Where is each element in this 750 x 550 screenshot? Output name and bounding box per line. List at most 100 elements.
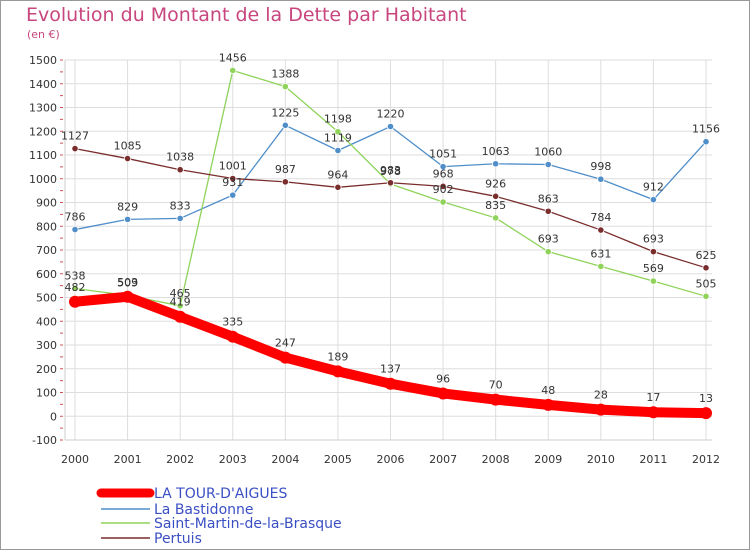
data-label: 1220	[377, 108, 405, 121]
data-point	[489, 393, 502, 406]
data-point	[647, 406, 660, 419]
data-label: 829	[117, 200, 138, 213]
x-tick-label: 2009	[534, 453, 562, 466]
x-tick-label: 2004	[271, 453, 299, 466]
data-point	[334, 128, 342, 136]
data-label: 968	[433, 167, 454, 180]
data-point	[176, 302, 184, 310]
data-point	[597, 262, 605, 270]
data-label: 1085	[114, 140, 142, 153]
data-label: 912	[643, 181, 664, 194]
data-label: 13	[699, 392, 713, 405]
x-tick-label: 2010	[587, 453, 615, 466]
data-point	[594, 403, 607, 416]
y-tick-label: 800	[36, 220, 57, 233]
data-point	[334, 183, 342, 191]
data-label: 70	[489, 379, 503, 392]
data-point	[702, 292, 710, 300]
axes: -100 0 100 200 300 400 500 600 700 800 900 1000 1100…	[29, 54, 720, 466]
data-label: 137	[380, 363, 401, 376]
data-point	[492, 192, 500, 200]
data-label: 1388	[271, 68, 299, 81]
data-label: 17	[646, 391, 660, 404]
data-label: 1060	[534, 146, 562, 159]
x-tick-label: 2003	[219, 453, 247, 466]
data-label: 998	[590, 160, 611, 173]
data-point	[71, 284, 79, 293]
data-point	[439, 163, 447, 171]
data-label: 631	[590, 247, 611, 260]
data-point	[384, 377, 397, 390]
x-tick-label: 2006	[377, 453, 405, 466]
x-tick-label: 2005	[324, 453, 352, 466]
data-label: 189	[327, 350, 348, 363]
legend-label: Saint-Martin-de-la-Brasque	[154, 516, 342, 532]
data-point	[649, 196, 658, 204]
data-label: 503	[117, 276, 138, 289]
data-point	[649, 248, 658, 256]
y-tick-label: 1200	[29, 125, 57, 138]
y-tick-label: 500	[36, 292, 57, 305]
data-point	[542, 398, 555, 411]
data-label: 987	[275, 163, 296, 176]
data-point	[437, 387, 450, 400]
data-point	[649, 277, 658, 285]
x-tick-label: 2008	[482, 453, 510, 466]
data-label: 247	[275, 337, 296, 350]
data-label: 902	[433, 183, 454, 196]
data-point	[71, 144, 79, 153]
x-tick-label: 2000	[61, 453, 89, 466]
data-point	[492, 214, 500, 222]
data-point	[71, 225, 79, 234]
data-label: 1051	[429, 148, 457, 161]
data-label: 1038	[166, 151, 194, 164]
y-tick-label: 700	[36, 244, 57, 257]
data-label: 1198	[324, 113, 352, 126]
data-point	[174, 310, 187, 323]
data-point	[544, 160, 552, 169]
y-tick-label: 200	[36, 363, 57, 376]
data-label: 28	[594, 389, 608, 402]
x-tick-label: 2007	[429, 453, 457, 466]
data-label: 1063	[482, 145, 510, 158]
data-point	[176, 166, 184, 174]
data-point	[544, 248, 552, 256]
y-tick-label: 400	[36, 315, 57, 328]
data-label: 931	[222, 176, 243, 189]
data-point	[123, 154, 132, 163]
data-label: 465	[170, 287, 191, 300]
data-label: 1119	[324, 131, 352, 144]
x-tick-label: 2011	[639, 453, 667, 466]
data-label: 569	[643, 262, 664, 275]
chart-subtitle: (en €)	[27, 28, 60, 41]
data-point	[121, 290, 134, 303]
data-point	[69, 295, 81, 308]
series-layer	[69, 66, 712, 420]
data-label: 1127	[61, 130, 89, 143]
data-label: 978	[380, 165, 401, 178]
data-point	[331, 365, 344, 378]
data-labels: 786 829 833 931 1225 1119 1220 1051 1063 1060 998 9…	[61, 51, 720, 405]
data-label: 863	[538, 192, 559, 205]
data-point	[597, 175, 605, 183]
data-point	[176, 214, 184, 223]
y-tick-label: 1500	[29, 54, 57, 67]
data-label: 505	[696, 277, 717, 290]
legend-label: Pertuis	[154, 531, 202, 547]
chart-title: Evolution du Montant de la Dette par Hab…	[26, 4, 467, 26]
data-label: 786	[65, 211, 86, 224]
data-point	[279, 351, 292, 364]
data-point	[229, 191, 237, 199]
data-point	[281, 178, 289, 186]
data-label: 693	[538, 233, 559, 246]
y-tick-label: 1100	[29, 149, 57, 162]
data-label: 964	[327, 168, 348, 181]
data-label: 926	[485, 177, 506, 190]
data-label: 96	[436, 372, 450, 385]
data-label: 538	[65, 269, 86, 282]
data-label: 625	[696, 249, 717, 262]
data-label: 1001	[219, 160, 247, 173]
data-label: 48	[541, 384, 555, 397]
